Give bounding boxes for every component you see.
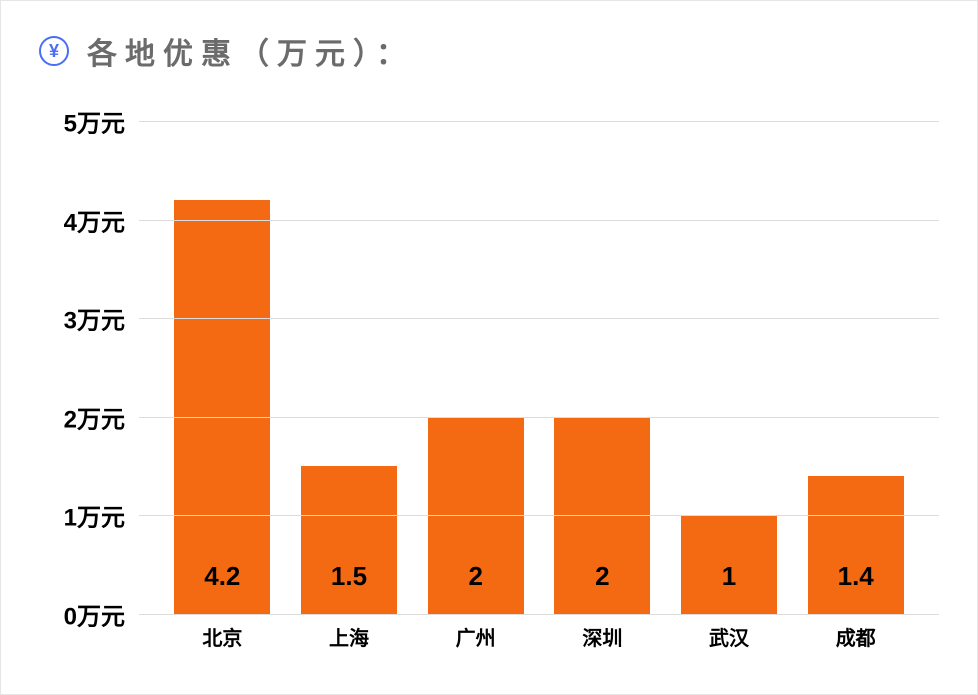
chart-title: 各地优惠（万元）：: [87, 29, 414, 73]
bar-value-label: 4.2: [204, 561, 240, 614]
bar: 1: [681, 515, 777, 614]
x-axis-label: 深圳: [539, 622, 666, 651]
x-axis-label: 广州: [412, 622, 539, 651]
bar: 1.5: [301, 466, 397, 614]
yen-icon-glyph: ¥: [49, 42, 59, 60]
bar-value-label: 2: [595, 561, 609, 614]
bar-slot: 1: [666, 121, 793, 614]
x-axis-label: 成都: [792, 622, 919, 651]
x-axis-labels: 北京上海广州深圳武汉成都: [139, 614, 939, 664]
x-axis-label: 武汉: [666, 622, 793, 651]
gridline: [139, 121, 939, 122]
y-axis-label: 4万元: [64, 202, 139, 237]
gridline: [139, 220, 939, 221]
bar: 4.2: [174, 200, 270, 614]
bar: 1.4: [808, 476, 904, 614]
plot-area: 4.21.52211.4 0万元1万元2万元3万元4万元5万元: [139, 121, 939, 614]
bar-slot: 4.2: [159, 121, 286, 614]
bar-value-label: 1.5: [331, 561, 367, 614]
discount-bar-chart: 4.21.52211.4 0万元1万元2万元3万元4万元5万元 北京上海广州深圳…: [39, 111, 939, 664]
bar-slot: 1.4: [792, 121, 919, 614]
x-axis-label: 上海: [286, 622, 413, 651]
y-axis-label: 5万元: [64, 104, 139, 139]
yen-icon: ¥: [39, 36, 69, 66]
bars-container: 4.2 1.5 2 2 1 1.4: [139, 121, 939, 614]
gridline: [139, 318, 939, 319]
x-axis-label: 北京: [159, 622, 286, 651]
chart-header: ¥ 各地优惠（万元）：: [1, 1, 977, 73]
bar-value-label: 1: [722, 561, 736, 614]
y-axis-label: 0万元: [64, 597, 139, 632]
y-axis-label: 2万元: [64, 399, 139, 434]
bar-slot: 1.5: [286, 121, 413, 614]
bar-slot: 2: [539, 121, 666, 614]
y-axis-label: 1万元: [64, 498, 139, 533]
gridline: [139, 515, 939, 516]
bar-value-label: 1.4: [838, 561, 874, 614]
y-axis-label: 3万元: [64, 301, 139, 336]
bar-slot: 2: [412, 121, 539, 614]
gridline: [139, 417, 939, 418]
bar-value-label: 2: [468, 561, 482, 614]
